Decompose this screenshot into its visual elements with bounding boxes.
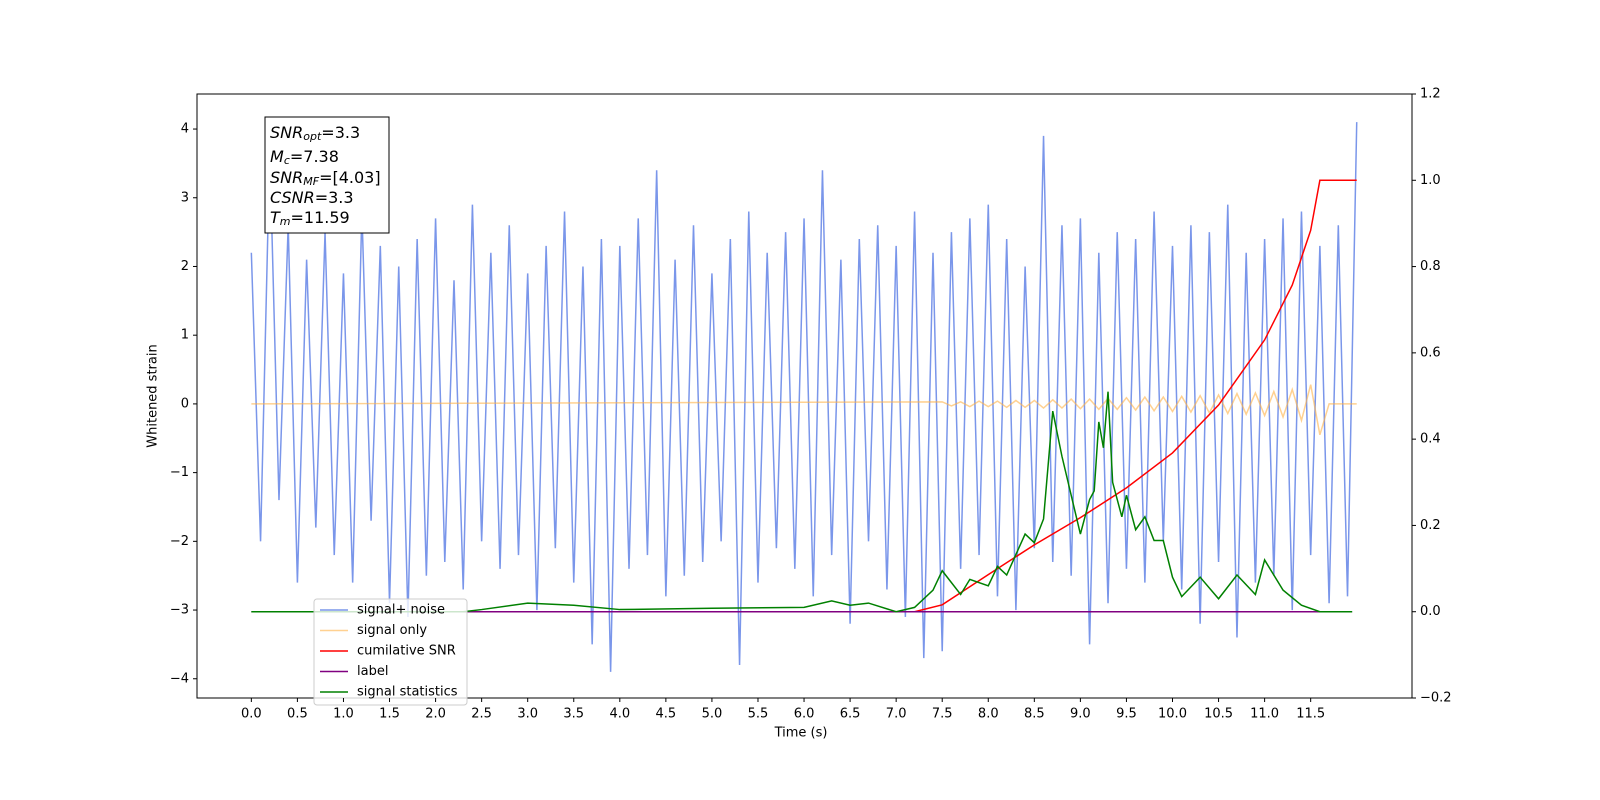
y-tick-label: 3 xyxy=(181,190,189,205)
y-tick-label: 0 xyxy=(181,396,189,411)
annotation-symbol: SNR xyxy=(270,123,303,142)
annotation-subscript: c xyxy=(284,154,290,167)
y2-tick-label: 0.6 xyxy=(1420,345,1441,360)
annotation-subscript: m xyxy=(280,215,291,228)
x-tick-label: 9.0 xyxy=(1070,707,1091,722)
y-tick-label: −1 xyxy=(170,465,189,480)
annotation-symbol: M xyxy=(270,147,284,166)
x-tick-label: 0.0 xyxy=(241,707,262,722)
y2-tick-label: 0.4 xyxy=(1420,432,1441,447)
annotation-line: Tm=11.59 xyxy=(270,208,350,229)
x-tick-label: 6.0 xyxy=(794,707,815,722)
x-tick-label: 8.5 xyxy=(1024,707,1045,722)
x-tick-label: 4.5 xyxy=(656,707,677,722)
legend-label: label xyxy=(357,664,388,679)
x-tick-label: 7.0 xyxy=(886,707,907,722)
y-tick-label: 4 xyxy=(181,122,189,137)
annotation-value: =3.3 xyxy=(321,123,360,142)
x-tick-label: 1.5 xyxy=(379,707,400,722)
legend-label: signal statistics xyxy=(357,685,458,700)
x-tick-label: 0.5 xyxy=(287,707,308,722)
x-tick-label: 2.5 xyxy=(471,707,492,722)
x-tick-label: 3.0 xyxy=(517,707,538,722)
annotation-value: =7.38 xyxy=(290,147,339,166)
x-tick-label: 10.0 xyxy=(1158,707,1187,722)
annotation-symbol: T xyxy=(270,208,281,227)
legend: signal+ noise signal only cumilative SNR la… xyxy=(313,598,468,706)
legend-frame xyxy=(313,598,468,706)
x-tick-label: 5.5 xyxy=(748,707,769,722)
x-tick-label: 7.5 xyxy=(932,707,953,722)
x-tick-label: 6.5 xyxy=(840,707,861,722)
y2-tick-label: 1.2 xyxy=(1420,87,1441,102)
y-tick-label: 1 xyxy=(181,328,189,343)
legend-label: cumilative SNR xyxy=(357,644,456,659)
y-tick-label: −4 xyxy=(170,671,189,686)
annotation-value: =[4.03] xyxy=(319,168,381,187)
annotation-line: SNRopt=3.3 xyxy=(270,123,360,144)
annotation-value: =11.59 xyxy=(291,208,350,227)
x-tick-label: 11.5 xyxy=(1296,707,1325,722)
y-tick-label: −3 xyxy=(170,603,189,618)
y2-tick-label: 0.8 xyxy=(1420,259,1441,274)
x-tick-label: 10.5 xyxy=(1204,707,1233,722)
x-tick-label: 8.0 xyxy=(978,707,999,722)
legend-label: signal only xyxy=(357,623,427,638)
x-tick-label: 2.0 xyxy=(425,707,446,722)
x-tick-label: 11.0 xyxy=(1250,707,1279,722)
x-axis-label: Time (s) xyxy=(774,726,828,741)
series-line xyxy=(251,391,1353,613)
annotation-subscript: MF xyxy=(303,175,319,188)
series-layer xyxy=(250,122,1358,672)
annotation-line: Mc=7.38 xyxy=(270,147,339,168)
annotation-line: SNRMF=[4.03] xyxy=(270,168,381,189)
annotation-symbol: SNR xyxy=(270,168,303,187)
y2-tick-label: −0.2 xyxy=(1420,691,1452,706)
x-tick-label: 1.0 xyxy=(333,707,354,722)
annotation-frame xyxy=(264,116,390,234)
x-tick-label: 9.5 xyxy=(1116,707,1137,722)
annotation-symbol: CSNR xyxy=(270,188,315,207)
annotation-subscript: opt xyxy=(303,130,322,143)
y-axis-label: Whitened strain xyxy=(146,344,161,447)
series-line xyxy=(914,179,1357,613)
x-tick-label: 4.0 xyxy=(609,707,630,722)
annotation-value: =3.3 xyxy=(315,188,354,207)
legend-label: signal+ noise xyxy=(357,603,445,618)
y2-tick-label: 0.2 xyxy=(1420,518,1441,533)
y2-tick-label: 1.0 xyxy=(1420,173,1441,188)
series-line xyxy=(250,122,1358,672)
x-tick-label: 5.0 xyxy=(702,707,723,722)
annotation-box: SNRopt=3.3Mc=7.38SNRMF=[4.03]CSNR=3.3Tm=… xyxy=(264,116,390,234)
x-tick-label: 3.5 xyxy=(563,707,584,722)
annotation-line: CSNR=3.3 xyxy=(270,188,354,207)
series-line xyxy=(251,384,1357,436)
y-tick-label: −2 xyxy=(170,534,189,549)
y2-tick-label: 0.0 xyxy=(1420,604,1441,619)
y-tick-label: 2 xyxy=(181,259,189,274)
